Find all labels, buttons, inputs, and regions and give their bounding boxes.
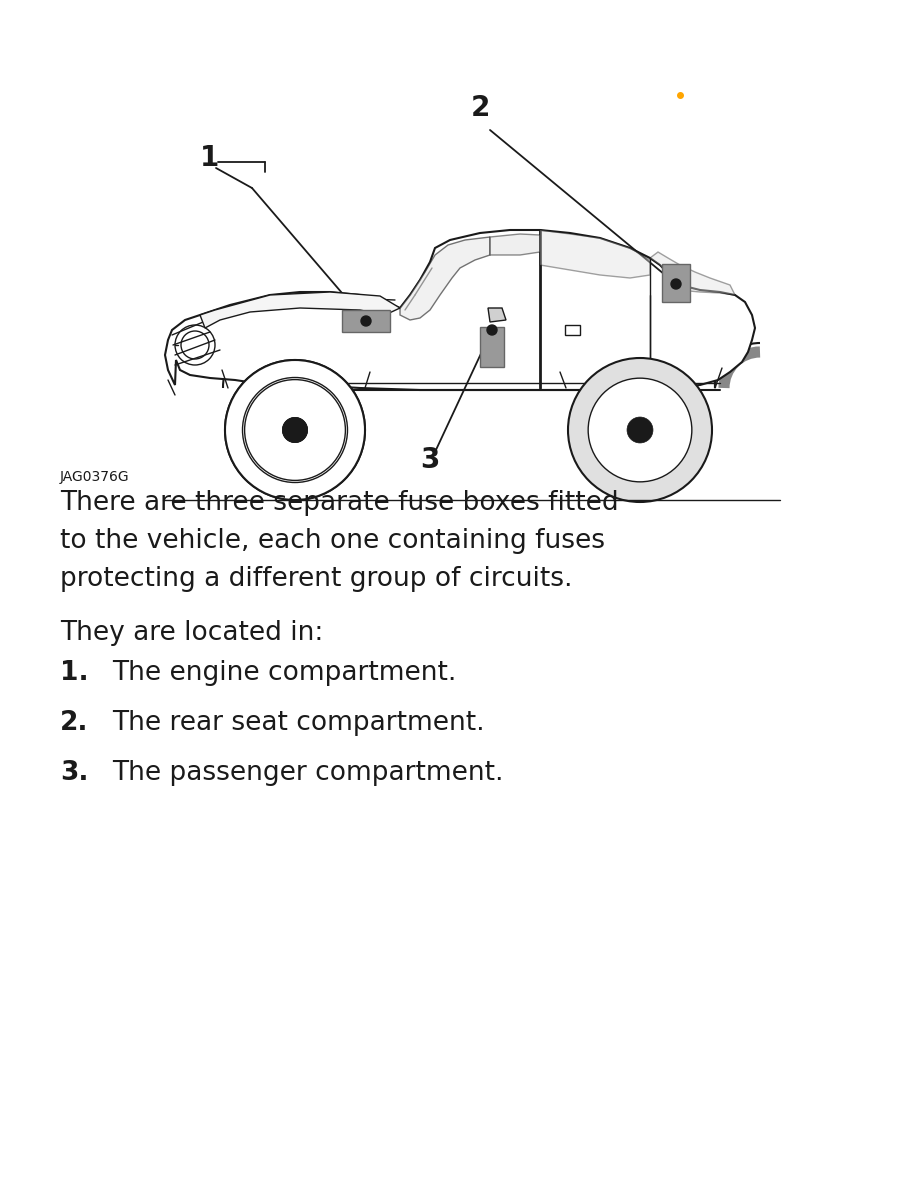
Circle shape bbox=[627, 417, 653, 443]
Polygon shape bbox=[200, 292, 400, 328]
Circle shape bbox=[361, 316, 371, 326]
Circle shape bbox=[225, 360, 365, 500]
Circle shape bbox=[283, 417, 308, 443]
Circle shape bbox=[568, 358, 712, 503]
Text: to the vehicle, each one containing fuses: to the vehicle, each one containing fuse… bbox=[60, 527, 605, 554]
Circle shape bbox=[244, 380, 345, 480]
Polygon shape bbox=[540, 230, 650, 278]
Text: 3: 3 bbox=[420, 446, 440, 474]
Circle shape bbox=[283, 417, 308, 443]
Circle shape bbox=[671, 279, 681, 289]
Text: The passenger compartment.: The passenger compartment. bbox=[112, 760, 503, 786]
Text: The rear seat compartment.: The rear seat compartment. bbox=[112, 710, 485, 737]
Bar bbox=[342, 310, 390, 331]
Bar bbox=[662, 264, 690, 302]
Polygon shape bbox=[490, 234, 540, 255]
Text: JAG0376G: JAG0376G bbox=[60, 470, 129, 484]
Text: There are three separate fuse boxes fitted: There are three separate fuse boxes fitt… bbox=[60, 489, 619, 516]
Text: They are located in:: They are located in: bbox=[60, 620, 323, 646]
Circle shape bbox=[225, 360, 365, 500]
Text: 1: 1 bbox=[200, 144, 219, 172]
Polygon shape bbox=[650, 252, 735, 295]
Circle shape bbox=[588, 378, 692, 482]
Circle shape bbox=[487, 326, 497, 335]
Polygon shape bbox=[165, 230, 755, 390]
Polygon shape bbox=[400, 236, 490, 320]
Text: protecting a different group of circuits.: protecting a different group of circuits… bbox=[60, 565, 573, 592]
Polygon shape bbox=[488, 308, 506, 322]
Bar bbox=[480, 327, 504, 367]
Text: The engine compartment.: The engine compartment. bbox=[112, 661, 456, 685]
Text: 3.: 3. bbox=[60, 760, 88, 786]
Text: 1.: 1. bbox=[60, 661, 89, 685]
Text: 2: 2 bbox=[470, 94, 489, 122]
Text: 2.: 2. bbox=[60, 710, 88, 737]
